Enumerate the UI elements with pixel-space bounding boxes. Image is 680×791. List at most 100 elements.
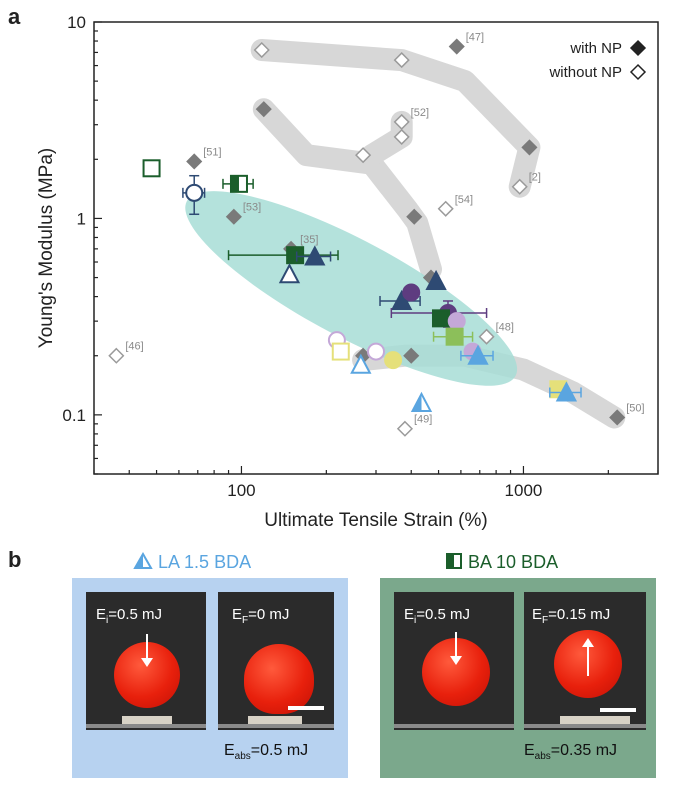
- literature-point: [406, 208, 423, 225]
- sample-points: [142, 159, 582, 412]
- down-arrow-icon: [146, 634, 148, 660]
- right-sample-name: BA 10 BDA: [468, 552, 559, 572]
- sample-square: [431, 309, 450, 328]
- right-photo-final: EF=0.15 mJ: [524, 592, 646, 730]
- y-tick-label: 1: [77, 209, 86, 228]
- sample-circle: [402, 283, 421, 302]
- right-photo-initial: Ei=0.5 mJ: [394, 592, 514, 730]
- sample-square-half: [230, 175, 239, 192]
- literature-ref-label: [35]: [300, 234, 318, 246]
- half-filled-square-icon: [446, 553, 462, 569]
- sample-square: [142, 159, 161, 178]
- literature-point: [448, 38, 465, 55]
- cluster-ellipse-shape: [185, 191, 518, 386]
- literature-point: [186, 153, 203, 170]
- literature-ref-label: [51]: [203, 146, 221, 158]
- literature-point: [253, 41, 270, 59]
- literature-points: [47] [52] [2] [51] [53] [54] [35] [48] [46] [49] […: [108, 32, 645, 437]
- sample-triangle: [425, 269, 447, 291]
- sample-circle: [185, 183, 204, 202]
- literature-point: [478, 328, 495, 345]
- right-floor-1: [394, 724, 514, 728]
- half-filled-triangle-icon: [133, 551, 153, 569]
- right-floor-2: [524, 724, 646, 728]
- literature-point: [225, 208, 242, 225]
- literature-ref-label: [53]: [243, 202, 261, 214]
- sample-triangle: [278, 263, 301, 284]
- literature-point: [255, 101, 272, 118]
- right-photo-initial-label: Ei=0.5 mJ: [404, 606, 471, 626]
- sample-triangle: [304, 245, 326, 266]
- left-floor-1: [86, 724, 206, 728]
- sample-triangle: [555, 381, 578, 402]
- left-ball-final: [244, 644, 314, 714]
- literature-ref-label: [49]: [414, 414, 432, 426]
- left-platform-2: [248, 716, 302, 724]
- left-floor-2: [218, 724, 334, 728]
- sample-circle: [367, 342, 385, 361]
- right-sample-title: BA 10 BDA: [445, 552, 558, 573]
- down-arrow-head-icon: [141, 658, 153, 667]
- sample-triangle: [391, 289, 413, 310]
- literature-ref-label: [52]: [411, 107, 429, 119]
- down-arrow-head-icon: [450, 656, 462, 665]
- right-photo-final-label: EF=0.15 mJ: [532, 606, 611, 626]
- up-arrow-icon: [587, 646, 589, 676]
- left-platform-1: [122, 716, 172, 724]
- literature-ref-label: [48]: [496, 322, 514, 334]
- literature-ref-label: [54]: [455, 194, 473, 206]
- modulus-strain-chart: [47] [52] [2] [51] [53] [54] [35] [48] [46] [49] […: [36, 13, 659, 531]
- left-photo-initial-label: Ei=0.5 mJ: [96, 606, 163, 626]
- literature-point: [396, 420, 414, 437]
- literature-point: [393, 52, 410, 69]
- literature-point: [511, 178, 528, 195]
- legend-label: with NP: [569, 40, 622, 57]
- x-axis-label: Ultimate Tensile Strain (%): [264, 510, 488, 531]
- left-sample-title: LA 1.5 BDA: [133, 551, 252, 573]
- literature-ref-label: [46]: [125, 341, 143, 353]
- sample-triangle: [467, 344, 489, 365]
- left-photo-initial: Ei=0.5 mJ: [86, 592, 206, 730]
- literature-point: [355, 147, 372, 164]
- left-photo-final-label: EF=0 mJ: [232, 606, 290, 626]
- sample-square: [331, 342, 350, 361]
- y-tick-label: 10: [67, 13, 86, 32]
- right-scale-bar: [600, 708, 636, 712]
- sample-circle: [384, 351, 403, 370]
- sample-square: [286, 246, 305, 265]
- legend-label: without NP: [548, 64, 622, 81]
- legend-marker: [629, 39, 647, 57]
- literature-point: [393, 128, 410, 145]
- sample-circle: [447, 312, 466, 331]
- panel-b-label: b: [8, 547, 22, 572]
- left-photo-final: EF=0 mJ: [218, 592, 334, 730]
- literature-point: [521, 139, 538, 156]
- y-axis-label: Young's Modulus (MPa): [36, 148, 57, 348]
- y-tick-label: 0.1: [62, 406, 86, 425]
- panel-a-label: a: [8, 4, 21, 29]
- down-arrow-icon: [455, 632, 457, 658]
- legend-marker: [629, 63, 647, 81]
- literature-ref-label: [47]: [466, 32, 484, 44]
- x-tick-label: 100: [227, 481, 255, 500]
- literature-point: [609, 409, 626, 426]
- literature-point: [108, 347, 125, 364]
- right-platform: [560, 716, 630, 724]
- legend: with NP without NP: [548, 39, 647, 81]
- left-sample-name: LA 1.5 BDA: [158, 552, 252, 572]
- cluster-ellipse: [185, 191, 518, 386]
- left-absorbed-energy: Eabs=0.5 mJ: [224, 742, 309, 763]
- sample-triangle-half: [412, 393, 422, 411]
- right-absorbed-energy: Eabs=0.35 mJ: [524, 742, 618, 763]
- shaded-band-0: [250, 39, 541, 198]
- sample-square: [445, 327, 464, 346]
- literature-point: [437, 200, 454, 217]
- axes: 100 1000 0.1 1 10 Ultimate Tensile Strain (%)…: [36, 13, 659, 531]
- x-tick-label: 1000: [505, 481, 543, 500]
- literature-ref-label: [50]: [626, 402, 644, 414]
- up-arrow-head-icon: [582, 638, 594, 647]
- sample-triangle: [350, 353, 372, 374]
- literature-point: [403, 347, 420, 364]
- literature-ref-label: [2]: [529, 172, 541, 184]
- left-scale-bar: [288, 706, 324, 710]
